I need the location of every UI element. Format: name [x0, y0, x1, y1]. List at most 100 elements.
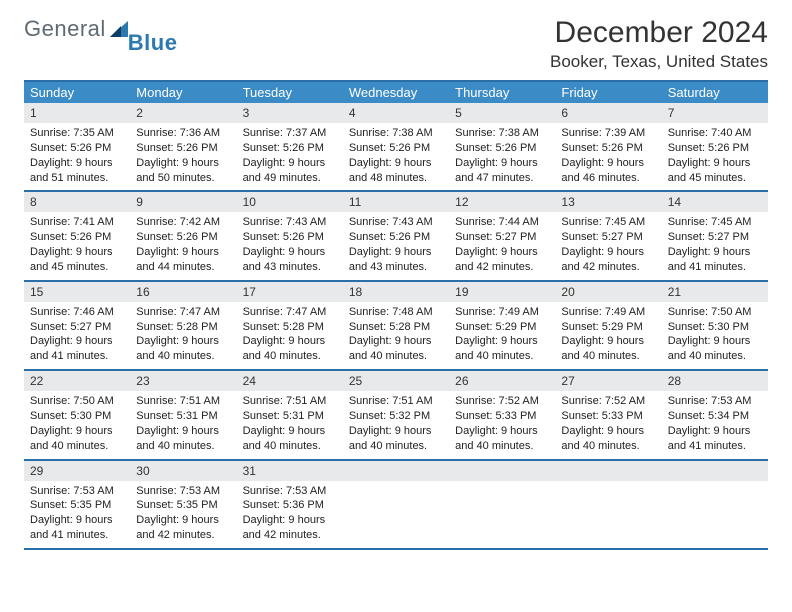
day-number: 23 — [130, 371, 236, 391]
calendar-week: 1Sunrise: 7:35 AMSunset: 5:26 PMDaylight… — [24, 103, 768, 192]
day-sunrise: Sunrise: 7:45 AM — [561, 215, 655, 230]
day-number: 1 — [24, 103, 130, 123]
dow-thursday: Thursday — [449, 82, 555, 103]
day-d2: and 41 minutes. — [668, 439, 762, 454]
header-row: General Blue December 2024 — [24, 16, 768, 50]
day-sunset: Sunset: 5:32 PM — [349, 409, 443, 424]
day-d1: Daylight: 9 hours — [243, 424, 337, 439]
calendar-day: 29Sunrise: 7:53 AMSunset: 5:35 PMDayligh… — [24, 461, 130, 548]
day-sunset: Sunset: 5:30 PM — [30, 409, 124, 424]
day-number: 12 — [449, 192, 555, 212]
day-d1: Daylight: 9 hours — [30, 424, 124, 439]
day-sunset: Sunset: 5:27 PM — [455, 230, 549, 245]
day-d1: Daylight: 9 hours — [243, 156, 337, 171]
day-d2: and 40 minutes. — [561, 349, 655, 364]
day-d1: Daylight: 9 hours — [668, 156, 762, 171]
day-d1: Daylight: 9 hours — [349, 245, 443, 260]
day-sunrise: Sunrise: 7:48 AM — [349, 305, 443, 320]
day-sunrise: Sunrise: 7:53 AM — [136, 484, 230, 499]
day-details: Sunrise: 7:53 AMSunset: 5:34 PMDaylight:… — [662, 391, 768, 458]
day-sunrise: Sunrise: 7:41 AM — [30, 215, 124, 230]
day-number: 5 — [449, 103, 555, 123]
day-d1: Daylight: 9 hours — [561, 245, 655, 260]
day-details: Sunrise: 7:47 AMSunset: 5:28 PMDaylight:… — [237, 302, 343, 369]
day-sunset: Sunset: 5:30 PM — [668, 320, 762, 335]
day-number: 4 — [343, 103, 449, 123]
day-d2: and 50 minutes. — [136, 171, 230, 186]
day-d1: Daylight: 9 hours — [561, 424, 655, 439]
day-d1: Daylight: 9 hours — [349, 156, 443, 171]
day-number: 21 — [662, 282, 768, 302]
calendar-day: 17Sunrise: 7:47 AMSunset: 5:28 PMDayligh… — [237, 282, 343, 369]
day-number: 27 — [555, 371, 661, 391]
day-sunset: Sunset: 5:27 PM — [30, 320, 124, 335]
day-sunrise: Sunrise: 7:45 AM — [668, 215, 762, 230]
day-sunrise: Sunrise: 7:43 AM — [349, 215, 443, 230]
day-d1: Daylight: 9 hours — [243, 513, 337, 528]
day-d2: and 41 minutes. — [30, 349, 124, 364]
day-d1: Daylight: 9 hours — [243, 334, 337, 349]
day-number: 14 — [662, 192, 768, 212]
day-sunrise: Sunrise: 7:49 AM — [561, 305, 655, 320]
calendar-day: 21Sunrise: 7:50 AMSunset: 5:30 PMDayligh… — [662, 282, 768, 369]
calendar-day: 2Sunrise: 7:36 AMSunset: 5:26 PMDaylight… — [130, 103, 236, 190]
day-d1: Daylight: 9 hours — [561, 156, 655, 171]
dow-friday: Friday — [555, 82, 661, 103]
brand-part2: Blue — [128, 30, 178, 56]
day-sunset: Sunset: 5:26 PM — [30, 141, 124, 156]
day-details: Sunrise: 7:45 AMSunset: 5:27 PMDaylight:… — [555, 212, 661, 279]
day-sunset: Sunset: 5:27 PM — [561, 230, 655, 245]
day-sunset: Sunset: 5:33 PM — [561, 409, 655, 424]
calendar-day: . — [343, 461, 449, 548]
day-d2: and 42 minutes. — [455, 260, 549, 275]
calendar-page: General Blue December 2024 Booker, Texas… — [0, 0, 792, 550]
calendar-week: 29Sunrise: 7:53 AMSunset: 5:35 PMDayligh… — [24, 461, 768, 550]
day-of-week-header: Sunday Monday Tuesday Wednesday Thursday… — [24, 82, 768, 103]
day-d1: Daylight: 9 hours — [668, 424, 762, 439]
day-d1: Daylight: 9 hours — [30, 334, 124, 349]
day-d1: Daylight: 9 hours — [455, 334, 549, 349]
day-d2: and 47 minutes. — [455, 171, 549, 186]
dow-saturday: Saturday — [662, 82, 768, 103]
day-number: 19 — [449, 282, 555, 302]
brand-part1: General — [24, 16, 106, 42]
day-number: 7 — [662, 103, 768, 123]
day-sunset: Sunset: 5:29 PM — [455, 320, 549, 335]
day-d1: Daylight: 9 hours — [136, 513, 230, 528]
day-details: Sunrise: 7:53 AMSunset: 5:36 PMDaylight:… — [237, 481, 343, 548]
day-details: Sunrise: 7:36 AMSunset: 5:26 PMDaylight:… — [130, 123, 236, 190]
day-sunrise: Sunrise: 7:51 AM — [243, 394, 337, 409]
day-number: . — [555, 461, 661, 481]
calendar-day: 7Sunrise: 7:40 AMSunset: 5:26 PMDaylight… — [662, 103, 768, 190]
calendar-day: 15Sunrise: 7:46 AMSunset: 5:27 PMDayligh… — [24, 282, 130, 369]
day-details: Sunrise: 7:49 AMSunset: 5:29 PMDaylight:… — [555, 302, 661, 369]
calendar-day: 28Sunrise: 7:53 AMSunset: 5:34 PMDayligh… — [662, 371, 768, 458]
brand-logo: General Blue — [24, 16, 179, 42]
day-d1: Daylight: 9 hours — [136, 156, 230, 171]
calendar-day: 8Sunrise: 7:41 AMSunset: 5:26 PMDaylight… — [24, 192, 130, 279]
day-d1: Daylight: 9 hours — [455, 245, 549, 260]
calendar-week: 15Sunrise: 7:46 AMSunset: 5:27 PMDayligh… — [24, 282, 768, 371]
day-sunrise: Sunrise: 7:52 AM — [561, 394, 655, 409]
day-sunrise: Sunrise: 7:38 AM — [349, 126, 443, 141]
day-details: Sunrise: 7:39 AMSunset: 5:26 PMDaylight:… — [555, 123, 661, 190]
day-sunrise: Sunrise: 7:52 AM — [455, 394, 549, 409]
day-d2: and 40 minutes. — [455, 439, 549, 454]
day-d1: Daylight: 9 hours — [30, 156, 124, 171]
day-details: Sunrise: 7:43 AMSunset: 5:26 PMDaylight:… — [343, 212, 449, 279]
day-d2: and 42 minutes. — [561, 260, 655, 275]
day-number: 6 — [555, 103, 661, 123]
day-sunset: Sunset: 5:26 PM — [668, 141, 762, 156]
day-d1: Daylight: 9 hours — [30, 245, 124, 260]
day-d2: and 48 minutes. — [349, 171, 443, 186]
dow-wednesday: Wednesday — [343, 82, 449, 103]
day-d1: Daylight: 9 hours — [668, 245, 762, 260]
day-d2: and 45 minutes. — [30, 260, 124, 275]
day-details: Sunrise: 7:38 AMSunset: 5:26 PMDaylight:… — [343, 123, 449, 190]
calendar-day: 24Sunrise: 7:51 AMSunset: 5:31 PMDayligh… — [237, 371, 343, 458]
day-sunset: Sunset: 5:36 PM — [243, 498, 337, 513]
day-sunset: Sunset: 5:29 PM — [561, 320, 655, 335]
calendar-day: 4Sunrise: 7:38 AMSunset: 5:26 PMDaylight… — [343, 103, 449, 190]
calendar-day: . — [555, 461, 661, 548]
day-d2: and 40 minutes. — [668, 349, 762, 364]
